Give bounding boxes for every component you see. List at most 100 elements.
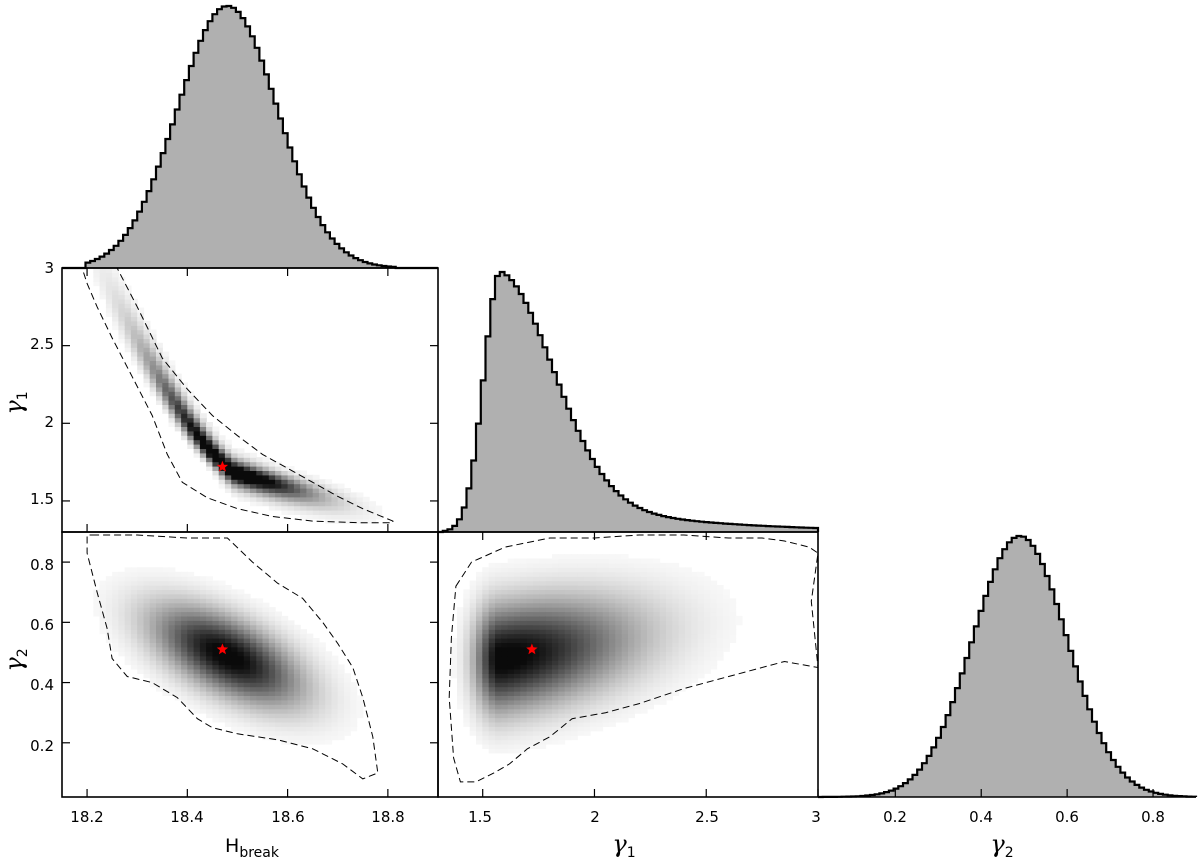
- density-cell: [691, 651, 699, 657]
- density-cell: [476, 704, 483, 710]
- density-cell: [634, 602, 642, 608]
- density-cell: [287, 730, 295, 736]
- density-cell: [130, 356, 138, 361]
- density-cell: [206, 611, 213, 617]
- density-cell: [187, 615, 195, 621]
- density-cell: [118, 281, 126, 287]
- density-cell: [583, 571, 591, 577]
- density-cell: [596, 576, 604, 582]
- density-cell: [199, 668, 207, 674]
- density-cell: [187, 607, 195, 613]
- density-cell: [514, 695, 521, 701]
- density-cell: [558, 562, 566, 568]
- density-cell: [666, 611, 673, 617]
- density-cell: [300, 488, 307, 493]
- density-cell: [149, 334, 157, 339]
- density-cell: [224, 615, 232, 621]
- density-cell: [558, 642, 566, 648]
- density-cell: [256, 695, 264, 701]
- density-cell: [174, 629, 182, 635]
- density-cell: [640, 664, 648, 670]
- density-cell: [112, 285, 119, 291]
- density-cell: [331, 514, 339, 520]
- density-cell: [224, 691, 232, 696]
- density-cell: [539, 651, 547, 657]
- density-cell: [162, 598, 170, 604]
- density-cell: [231, 638, 239, 643]
- density-cell: [124, 316, 132, 322]
- density-cell: [181, 633, 188, 639]
- hist-gamma2-fill: [818, 536, 1196, 797]
- density-cell: [539, 708, 547, 714]
- density-cell: [256, 474, 264, 480]
- density-cell: [231, 629, 239, 635]
- density-cell: [577, 642, 585, 648]
- density-cell: [602, 699, 610, 705]
- density-cell: [533, 704, 540, 710]
- density-cell: [704, 585, 711, 590]
- density-cell: [577, 682, 585, 688]
- density-cell: [634, 686, 642, 692]
- density-cell: [256, 466, 264, 471]
- density-cell: [237, 615, 245, 621]
- density-cell: [262, 492, 270, 498]
- density-cell: [137, 567, 145, 573]
- density-cell: [469, 660, 477, 666]
- density-cell: [583, 638, 591, 643]
- density-cell: [571, 593, 578, 599]
- density-cell: [609, 646, 616, 652]
- density-cell: [571, 704, 578, 710]
- density-cell: [564, 638, 572, 643]
- density-cell: [571, 624, 578, 630]
- density-cell: [174, 598, 182, 604]
- density-cell: [647, 655, 654, 661]
- density-cell: [181, 655, 188, 661]
- density-cell: [571, 638, 578, 643]
- density-cell: [634, 668, 642, 674]
- density-cell: [476, 686, 483, 692]
- density-cell: [609, 633, 616, 639]
- density-cell: [137, 320, 145, 326]
- density-cell: [293, 642, 301, 648]
- density-cell: [666, 571, 673, 577]
- density-cell: [312, 660, 320, 666]
- density-cell: [369, 514, 376, 520]
- density-cell: [539, 629, 547, 635]
- density-cell: [105, 624, 113, 630]
- density-cell: [275, 488, 282, 493]
- density-cell: [105, 607, 113, 613]
- density-cell: [118, 338, 126, 344]
- density-cell: [602, 646, 610, 652]
- density-cell: [710, 602, 718, 608]
- density-cell: [463, 642, 471, 648]
- density-cell: [262, 642, 270, 648]
- density-cell: [118, 642, 126, 648]
- density-cell: [168, 615, 176, 621]
- density-cell: [181, 391, 188, 397]
- density-cell: [634, 615, 642, 621]
- density-cell: [137, 660, 145, 666]
- density-cell: [256, 677, 264, 683]
- density-cell: [287, 691, 295, 696]
- density-cell: [647, 673, 654, 679]
- density-cell: [156, 369, 163, 375]
- density-cell: [243, 717, 251, 723]
- density-cell: [325, 492, 333, 498]
- density-cell: [162, 386, 170, 392]
- density-cell: [507, 651, 515, 657]
- density-cell: [212, 638, 220, 643]
- density-cell: [112, 593, 119, 599]
- density-cell: [243, 488, 251, 493]
- density-cell: [571, 708, 578, 714]
- density-cell: [469, 704, 477, 710]
- density-cell: [306, 677, 314, 683]
- density-cell: [634, 629, 642, 635]
- density-cell: [199, 704, 207, 710]
- density-cell: [275, 695, 282, 701]
- density-cell: [143, 580, 151, 586]
- density-cell: [552, 558, 559, 564]
- density-cell: [621, 585, 629, 590]
- density-cell: [457, 607, 464, 613]
- density-cell: [596, 585, 604, 590]
- density-cell: [571, 730, 578, 736]
